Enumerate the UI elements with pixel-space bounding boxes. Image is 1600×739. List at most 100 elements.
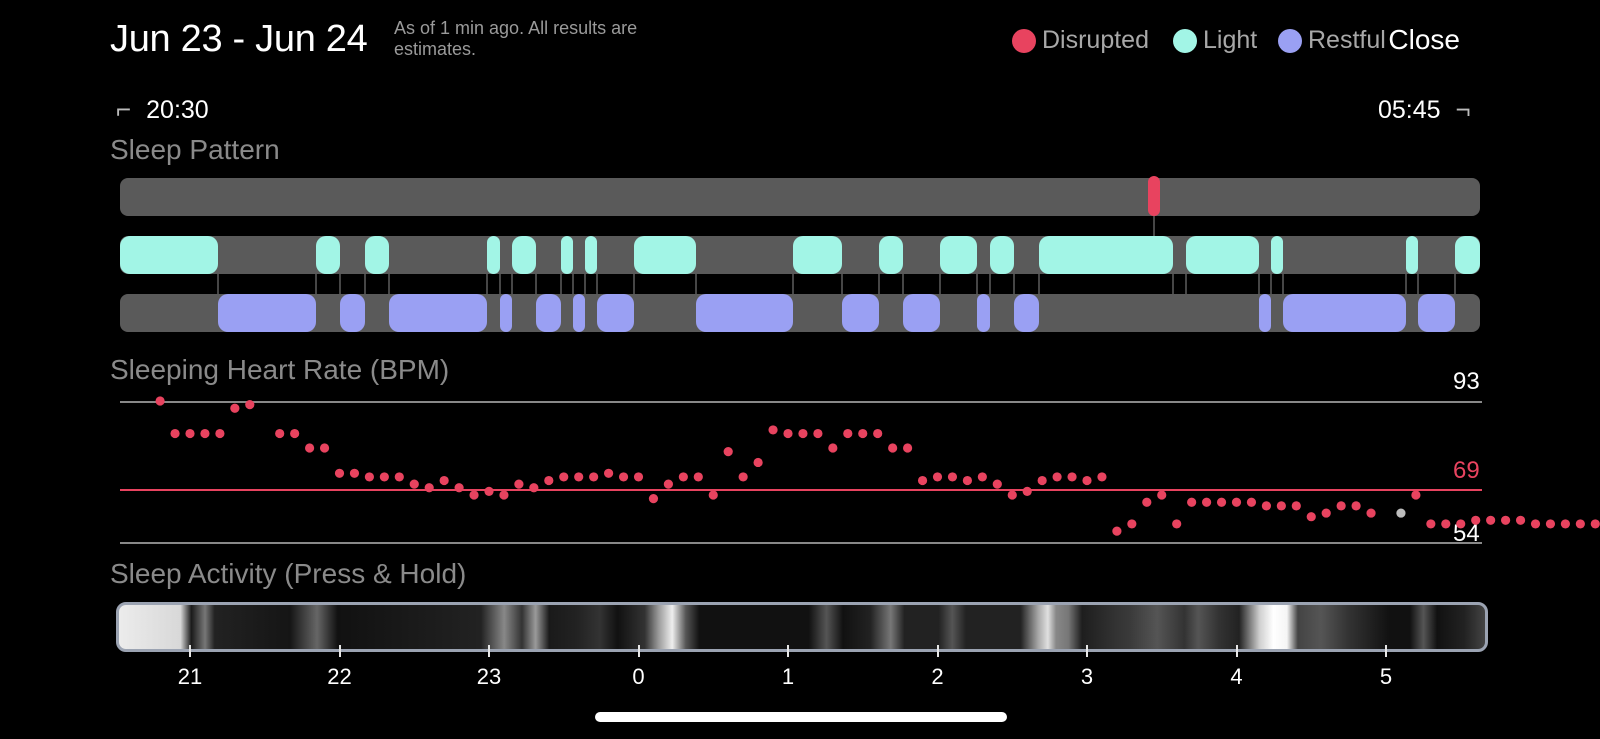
legend-disrupted: Disrupted xyxy=(1012,26,1149,55)
restful-track xyxy=(120,294,1480,332)
heart-rate-point xyxy=(1411,490,1421,500)
legend-restful: Restful xyxy=(1278,26,1386,55)
axis-tick xyxy=(936,645,939,657)
axis-tick xyxy=(787,645,789,657)
heart-rate-point xyxy=(544,475,554,486)
heart-rate-point xyxy=(1246,497,1257,507)
light-track xyxy=(120,236,1480,274)
heart-rate-point xyxy=(1530,519,1541,529)
heart-rate-point xyxy=(1590,519,1600,529)
heart-rate-point xyxy=(1202,497,1212,507)
heart-rate-point xyxy=(1351,501,1361,511)
heart-rate-point xyxy=(1306,512,1316,522)
light-segment xyxy=(1406,236,1418,274)
restful-segment xyxy=(500,294,512,332)
heart-rate-point xyxy=(1501,515,1511,525)
light-segment xyxy=(1186,236,1259,274)
heart-rate-point xyxy=(185,428,195,439)
heart-rate-point xyxy=(559,472,569,482)
heart-rate-point xyxy=(1142,497,1152,507)
heart-rate-point xyxy=(379,472,389,482)
light-dot-icon xyxy=(1173,28,1197,53)
heart-rate-point xyxy=(1067,472,1077,482)
heart-rate-point xyxy=(469,490,479,500)
restful-segment xyxy=(1283,294,1406,332)
avg-hr-line xyxy=(120,489,1482,491)
heart-rate-point xyxy=(1097,472,1107,482)
axis-tick-label: 4 xyxy=(1230,664,1243,689)
heart-rate-point xyxy=(349,468,360,478)
heart-rate-point xyxy=(319,443,330,453)
light-segment xyxy=(120,236,218,274)
heart-rate-point xyxy=(843,428,853,439)
heart-rate-point xyxy=(633,472,644,482)
legend-light-label: Light xyxy=(1203,26,1258,54)
max-hr-line xyxy=(120,401,1482,403)
heart-rate-point xyxy=(499,490,509,500)
heart-rate-point xyxy=(1560,519,1570,529)
heart-rate-point xyxy=(1187,497,1197,507)
axis-tick xyxy=(488,645,490,657)
restful-segment xyxy=(977,294,990,332)
axis-tick xyxy=(1235,645,1238,657)
heart-rate-point xyxy=(932,472,943,482)
heart-rate-point xyxy=(1127,519,1137,529)
heart-rate-point xyxy=(723,447,733,457)
heart-rate-point xyxy=(1112,526,1122,536)
restful-segment xyxy=(1259,294,1271,332)
heart-rate-point xyxy=(678,472,688,482)
close-button[interactable]: Close xyxy=(1388,24,1460,55)
heart-rate-point xyxy=(170,428,180,439)
heart-rate-point xyxy=(1172,519,1182,529)
heart-rate-point xyxy=(1291,501,1301,511)
heart-rate-point xyxy=(424,483,434,493)
heart-rate-point xyxy=(1261,501,1271,511)
heart-rate-point xyxy=(1545,519,1556,529)
axis-tick-label: 22 xyxy=(327,664,352,689)
heart-rate-point xyxy=(305,443,315,453)
heart-rate-point xyxy=(275,428,285,439)
heart-rate-point xyxy=(1456,519,1466,529)
legend-light: Light xyxy=(1173,26,1257,55)
heart-rate-point xyxy=(589,472,599,482)
heart-rate-point xyxy=(1575,519,1585,529)
sleep-activity-bar[interactable] xyxy=(116,602,1488,652)
heart-rate-point xyxy=(529,483,539,493)
home-indicator[interactable] xyxy=(595,712,1007,722)
heart-rate-point xyxy=(768,425,778,435)
sleep-activity-title: Sleep Activity (Press & Hold) xyxy=(110,558,467,589)
heart-rate-point xyxy=(1157,490,1167,500)
restful-dot-icon xyxy=(1278,28,1302,53)
heart-rate-point xyxy=(215,428,225,439)
heart-rate-point xyxy=(1366,508,1376,518)
sleep-pattern-chart[interactable] xyxy=(0,0,1600,340)
heart-rate-point xyxy=(977,472,987,482)
light-segment xyxy=(879,236,903,274)
sleep-pattern-title: Sleep Pattern xyxy=(110,134,280,165)
light-segment xyxy=(561,236,573,274)
start-time: ⌐ 20:30 xyxy=(116,94,209,125)
restful-segment xyxy=(903,294,940,332)
heart-rate-point xyxy=(245,400,255,410)
avg-hr-label: 69 xyxy=(1453,457,1480,484)
axis-tick xyxy=(1385,645,1387,657)
heart-rate-point xyxy=(409,479,419,489)
restful-segment xyxy=(340,294,365,332)
heart-rate-point xyxy=(1515,515,1526,525)
heart-rate-point xyxy=(1441,519,1451,529)
heart-rate-point xyxy=(394,472,404,482)
heart-rate-point xyxy=(200,428,210,439)
restful-segment xyxy=(218,294,316,332)
light-segment xyxy=(1271,236,1283,274)
end-bracket-icon: ¬ xyxy=(1455,94,1471,124)
restful-segment xyxy=(1014,294,1039,332)
heart-rate-point xyxy=(663,479,674,489)
restful-segment xyxy=(696,294,793,332)
axis-tick-label: 5 xyxy=(1379,664,1393,689)
heart-rate-point xyxy=(947,472,958,482)
heart-rate-point xyxy=(604,468,614,478)
axis-tick-label: 21 xyxy=(177,664,203,689)
legend-restful-label: Restful xyxy=(1308,26,1386,54)
heart-rate-point xyxy=(1037,475,1047,486)
